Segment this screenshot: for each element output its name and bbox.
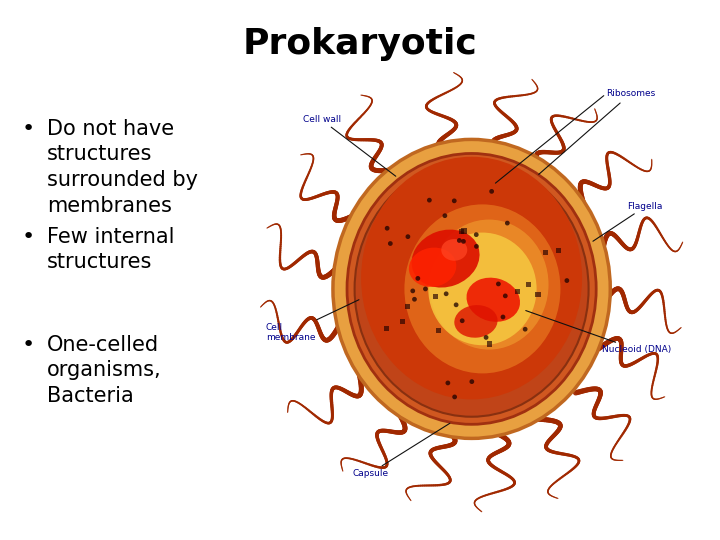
- Ellipse shape: [384, 226, 390, 231]
- Bar: [515, 289, 521, 294]
- Ellipse shape: [474, 244, 479, 249]
- Ellipse shape: [457, 238, 462, 243]
- Text: Capsule: Capsule: [352, 423, 450, 477]
- Ellipse shape: [500, 315, 505, 319]
- Ellipse shape: [355, 161, 589, 417]
- Ellipse shape: [347, 153, 596, 424]
- Ellipse shape: [496, 281, 501, 286]
- Text: Flagella: Flagella: [593, 202, 663, 241]
- Text: •: •: [22, 119, 35, 139]
- Ellipse shape: [361, 157, 582, 400]
- Ellipse shape: [474, 232, 479, 237]
- Ellipse shape: [412, 297, 417, 302]
- Ellipse shape: [523, 327, 528, 332]
- Text: Ribosomes: Ribosomes: [539, 90, 655, 174]
- Ellipse shape: [405, 234, 410, 239]
- Bar: [526, 282, 531, 287]
- Ellipse shape: [454, 302, 459, 307]
- Bar: [400, 319, 405, 324]
- Bar: [556, 248, 561, 253]
- Text: Cell wall: Cell wall: [302, 116, 396, 176]
- Ellipse shape: [454, 305, 498, 338]
- Ellipse shape: [461, 239, 466, 244]
- Ellipse shape: [490, 189, 494, 194]
- Ellipse shape: [564, 278, 570, 283]
- Ellipse shape: [441, 239, 467, 261]
- Ellipse shape: [503, 294, 508, 298]
- Ellipse shape: [423, 287, 428, 291]
- Bar: [462, 228, 467, 234]
- Text: •: •: [22, 335, 35, 355]
- Text: Prokaryotic: Prokaryotic: [243, 27, 477, 61]
- Ellipse shape: [469, 379, 474, 384]
- Bar: [436, 328, 441, 333]
- Ellipse shape: [409, 247, 456, 287]
- Ellipse shape: [412, 230, 480, 288]
- Ellipse shape: [388, 241, 392, 246]
- Bar: [433, 294, 438, 299]
- Ellipse shape: [467, 278, 520, 322]
- Ellipse shape: [410, 288, 415, 293]
- Ellipse shape: [484, 335, 488, 340]
- Ellipse shape: [444, 292, 449, 296]
- Text: Few internal
structures: Few internal structures: [47, 227, 174, 272]
- Bar: [405, 304, 410, 309]
- Ellipse shape: [452, 199, 456, 203]
- Text: Cell
membrane: Cell membrane: [266, 300, 359, 342]
- Text: •: •: [22, 227, 35, 247]
- Bar: [543, 250, 548, 255]
- Bar: [459, 229, 464, 234]
- Ellipse shape: [427, 198, 432, 202]
- Text: One-celled
organisms,
Bacteria: One-celled organisms, Bacteria: [47, 335, 161, 406]
- Ellipse shape: [452, 395, 457, 399]
- Text: Do not have
structures
surrounded by
membranes: Do not have structures surrounded by mem…: [47, 119, 198, 215]
- Ellipse shape: [415, 276, 420, 281]
- Ellipse shape: [429, 220, 549, 349]
- Ellipse shape: [405, 205, 560, 373]
- Text: Nucleoid (DNA): Nucleoid (DNA): [526, 310, 671, 354]
- Bar: [487, 341, 492, 347]
- Ellipse shape: [428, 233, 536, 345]
- Ellipse shape: [505, 221, 510, 226]
- Ellipse shape: [333, 139, 611, 438]
- Ellipse shape: [460, 319, 464, 323]
- Ellipse shape: [443, 213, 447, 218]
- Ellipse shape: [446, 381, 450, 386]
- Bar: [536, 292, 541, 297]
- Bar: [384, 326, 389, 331]
